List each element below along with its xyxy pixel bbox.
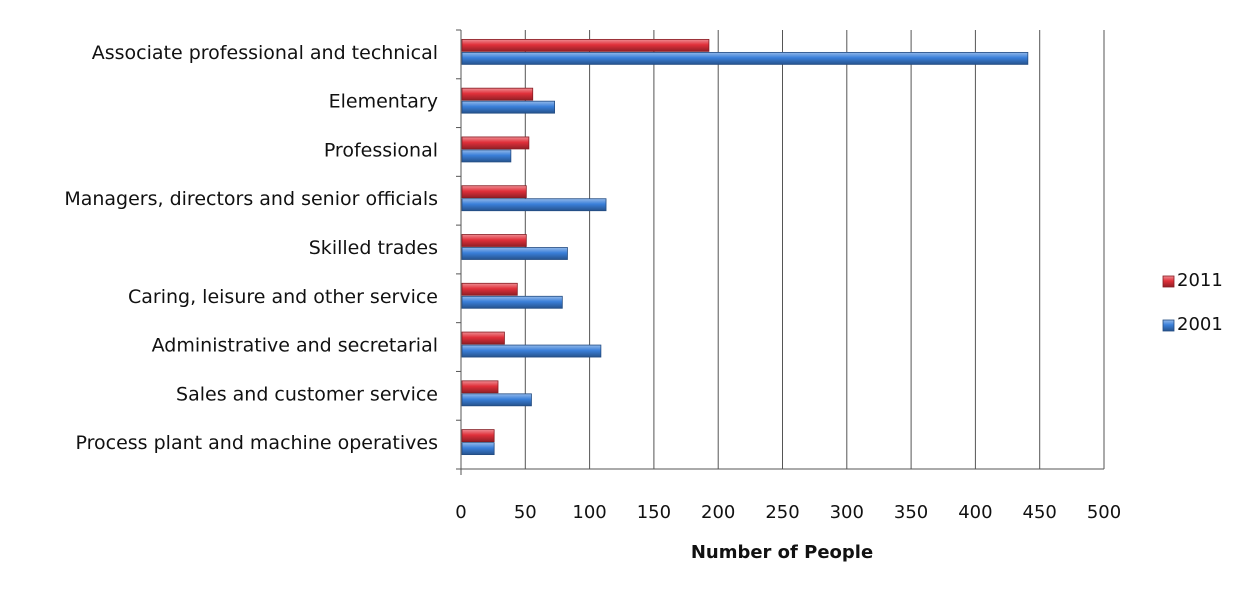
bar-2011: [461, 282, 518, 296]
x-tick-label: 0: [455, 502, 466, 523]
bar-2001: [461, 393, 532, 407]
category-label: Process plant and machine operatives: [76, 432, 439, 454]
bar-2001: [461, 100, 555, 114]
bar-2001: [461, 247, 568, 260]
bars: [461, 38, 1029, 456]
x-tick-label: 500: [1087, 502, 1121, 523]
bar-2001: [461, 149, 512, 163]
bar-2011: [461, 380, 499, 394]
bar-2001: [461, 51, 1029, 65]
x-tick-label: 300: [830, 502, 864, 523]
legend-label: 2001: [1177, 314, 1223, 335]
x-tick-label: 350: [894, 502, 928, 523]
category-label: Elementary: [329, 91, 438, 113]
bar-2001: [461, 442, 495, 456]
x-tick-label: 450: [1023, 502, 1057, 523]
bar-2011: [461, 185, 527, 199]
bar-2001: [461, 295, 563, 309]
category-label: Skilled trades: [309, 237, 438, 259]
legend: 2011 2001: [1162, 270, 1223, 335]
x-tick-label: 50: [514, 502, 537, 523]
x-tick-label: 100: [572, 502, 606, 523]
x-tick-label: 400: [958, 502, 992, 523]
bar-2001: [461, 344, 602, 358]
x-tick-label: 200: [701, 502, 735, 523]
bar-2011: [461, 38, 710, 52]
axes: [456, 29, 1104, 475]
category-label: Managers, directors and senior officials: [64, 188, 438, 210]
bar-2011: [461, 331, 505, 345]
labels: 0 50 100 150 200 250 300 350 400 450 500 Associate …: [64, 42, 1121, 523]
x-axis-title: Number of People: [691, 542, 873, 563]
legend-swatch: [1162, 275, 1175, 288]
bar-2011: [461, 429, 495, 443]
legend-label: 2011: [1177, 270, 1223, 291]
category-label: Professional: [324, 139, 438, 161]
category-label: Sales and customer service: [176, 383, 438, 405]
bar-2011: [461, 87, 534, 101]
bar-2011: [461, 234, 527, 247]
legend-swatch: [1162, 319, 1175, 332]
bar-2011: [461, 136, 530, 150]
category-label: Caring, leisure and other service: [128, 286, 438, 308]
category-label: Associate professional and technical: [92, 42, 438, 64]
category-label: Administrative and secretarial: [152, 335, 438, 357]
x-tick-label: 150: [637, 502, 671, 523]
x-tick-label: 250: [765, 502, 799, 523]
bar-2001: [461, 198, 607, 212]
